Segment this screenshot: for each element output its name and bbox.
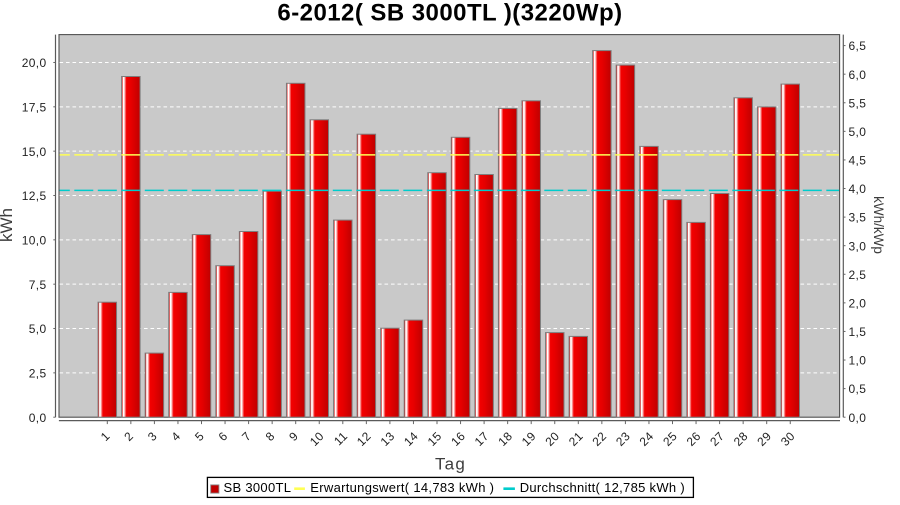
svg-text:0,0: 0,0 <box>29 411 47 425</box>
svg-text:4,0: 4,0 <box>849 182 867 196</box>
svg-text:12,5: 12,5 <box>22 189 47 203</box>
svg-text:1,0: 1,0 <box>849 354 867 368</box>
svg-text:5,0: 5,0 <box>849 125 867 139</box>
svg-text:20,0: 20,0 <box>22 56 47 70</box>
svg-text:Tag: Tag <box>435 455 466 474</box>
svg-text:3,5: 3,5 <box>849 211 867 225</box>
svg-text:7,5: 7,5 <box>29 278 47 292</box>
svg-text:kWh/kWp: kWh/kWp <box>871 196 886 254</box>
svg-text:Erwartungswert( 14,783 kWh ): Erwartungswert( 14,783 kWh ) <box>310 480 494 495</box>
svg-text:17,5: 17,5 <box>22 100 47 114</box>
svg-text:1,5: 1,5 <box>849 325 867 339</box>
svg-text:10,0: 10,0 <box>22 233 47 247</box>
svg-text:3,0: 3,0 <box>849 239 867 253</box>
svg-text:6,0: 6,0 <box>849 68 867 82</box>
svg-text:SB 3000TL: SB 3000TL <box>224 480 292 495</box>
svg-text:Durchschnitt( 12,785 kWh ): Durchschnitt( 12,785 kWh ) <box>520 480 685 495</box>
svg-text:2,5: 2,5 <box>849 268 867 282</box>
svg-text:6,5: 6,5 <box>849 39 867 53</box>
svg-text:0,0: 0,0 <box>849 411 867 425</box>
svg-text:6-2012( SB 3000TL )(3220Wp): 6-2012( SB 3000TL )(3220Wp) <box>277 0 622 27</box>
svg-text:0,5: 0,5 <box>849 382 867 396</box>
svg-text:2,5: 2,5 <box>29 366 47 380</box>
svg-text:15,0: 15,0 <box>22 145 47 159</box>
svg-text:5,5: 5,5 <box>849 96 867 110</box>
svg-text:kWh: kWh <box>0 208 16 242</box>
svg-text:5,0: 5,0 <box>29 322 47 336</box>
svg-text:2,0: 2,0 <box>849 296 867 310</box>
svg-text:4,5: 4,5 <box>849 154 867 168</box>
